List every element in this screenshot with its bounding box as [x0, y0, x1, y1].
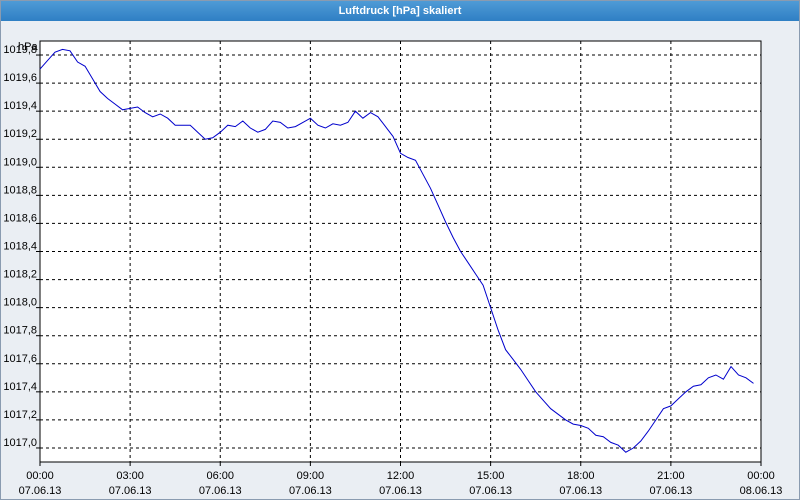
x-tick-label-date: 07.06.13	[109, 485, 152, 497]
y-tick-label: 1018,2	[3, 269, 37, 281]
grid-lines	[40, 41, 761, 462]
y-tick-label: 1018,4	[3, 241, 37, 253]
x-tick-label-time: 18:00	[567, 470, 595, 482]
x-tick-label-date: 07.06.13	[379, 485, 422, 497]
y-tick-label: 1017,6	[3, 353, 37, 365]
x-tick-label-time: 00:00	[26, 470, 54, 482]
y-tick-label: 1018,6	[3, 212, 37, 224]
x-tick-label-date: 07.06.13	[289, 485, 332, 497]
x-tick-label-time: 03:00	[116, 470, 144, 482]
x-tick-label-date: 07.06.13	[19, 485, 62, 497]
y-tick-label: 1017,4	[3, 381, 37, 393]
x-tick-label-time: 06:00	[206, 470, 234, 482]
y-axis-unit: hPa	[18, 41, 38, 53]
y-tick-label: 1019,8	[3, 44, 37, 56]
x-tick-label-date: 07.06.13	[469, 485, 512, 497]
x-tick-label-date: 07.06.13	[649, 485, 692, 497]
x-tick-label-date: 08.06.13	[740, 485, 783, 497]
x-tick-label-time: 09:00	[297, 470, 325, 482]
window-title: Luftdruck [hPa] skaliert	[1, 1, 799, 21]
y-tick-label: 1018,0	[3, 297, 37, 309]
y-tick-label: 1019,2	[3, 128, 37, 140]
y-tick-label: 1019,6	[3, 72, 37, 84]
x-axis: 00:00 07.06.13 03:00 07.06.13 06:00 07.06.13 0…	[19, 462, 783, 497]
y-tick-label: 1017,8	[3, 325, 37, 337]
y-tick-label: 1017,0	[3, 437, 37, 449]
x-tick-label-time: 21:00	[657, 470, 685, 482]
y-tick-label: 1018,8	[3, 184, 37, 196]
y-tick-label: 1017,2	[3, 409, 37, 421]
series-line	[39, 48, 754, 453]
x-tick-label-date: 07.06.13	[559, 485, 602, 497]
x-tick-label-date: 07.06.13	[199, 485, 242, 497]
y-tick-label: 1019,0	[3, 156, 37, 168]
x-tick-label-time: 12:00	[387, 470, 415, 482]
y-axis: 1017,0 1017,2 1017,4 1017,6 1017,8 1018,0 1018…	[3, 44, 40, 449]
x-tick-label-time: 15:00	[477, 470, 505, 482]
x-tick-label-time: 00:00	[747, 470, 775, 482]
y-tick-label: 1019,4	[3, 100, 37, 112]
